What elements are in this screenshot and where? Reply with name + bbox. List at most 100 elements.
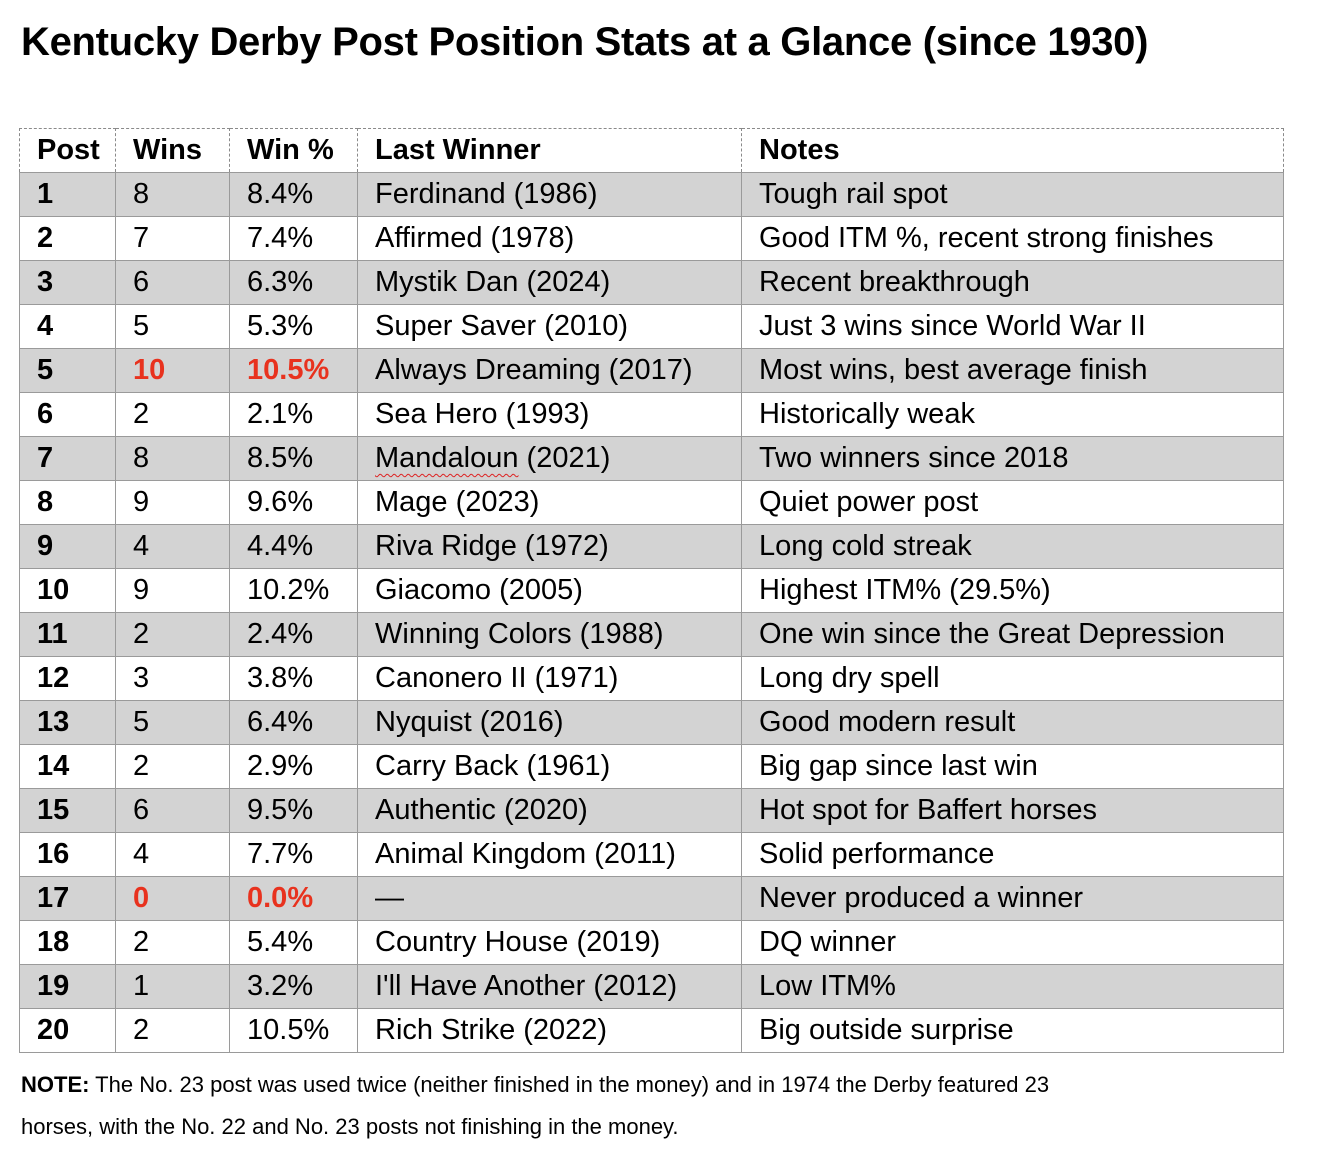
- cell-wins: 5: [115, 700, 230, 745]
- cell-last-winner: Carry Back (1961): [357, 744, 742, 789]
- table-row: 14 2 2.9% Carry Back (1961) Big gap sinc…: [19, 744, 1284, 789]
- table-row: 20 2 10.5% Rich Strike (2022) Big outsid…: [19, 1008, 1284, 1053]
- cell-win-pct: 6.4%: [229, 700, 358, 745]
- cell-post: 10: [19, 568, 116, 613]
- cell-notes: Good modern result: [741, 700, 1284, 745]
- cell-notes: Solid performance: [741, 832, 1284, 877]
- cell-last-winner: Nyquist (2016): [357, 700, 742, 745]
- cell-notes: Never produced a winner: [741, 876, 1284, 921]
- cell-last-winner: Affirmed (1978): [357, 216, 742, 261]
- cell-wins: 7: [115, 216, 230, 261]
- cell-wins: 8: [115, 436, 230, 481]
- cell-last-winner: Authentic (2020): [357, 788, 742, 833]
- header-last-winner: Last Winner: [357, 128, 742, 173]
- cell-win-pct: 3.8%: [229, 656, 358, 701]
- cell-post: 15: [19, 788, 116, 833]
- cell-notes: Recent breakthrough: [741, 260, 1284, 305]
- cell-wins: 1: [115, 964, 230, 1009]
- table-row: 7 8 8.5% Mandaloun (2021) Two winners si…: [19, 436, 1284, 481]
- table-row: 10 9 10.2% Giacomo (2005) Highest ITM% (…: [19, 568, 1284, 613]
- cell-notes: Big gap since last win: [741, 744, 1284, 789]
- cell-win-pct: 2.4%: [229, 612, 358, 657]
- table-row: 5 10 10.5% Always Dreaming (2017) Most w…: [19, 348, 1284, 393]
- cell-wins: 2: [115, 1008, 230, 1053]
- cell-post: 5: [19, 348, 116, 393]
- cell-notes: Low ITM%: [741, 964, 1284, 1009]
- table-row: 6 2 2.1% Sea Hero (1993) Historically we…: [19, 392, 1284, 437]
- cell-notes: Tough rail spot: [741, 172, 1284, 217]
- table-row: 15 6 9.5% Authentic (2020) Hot spot for …: [19, 788, 1284, 833]
- cell-wins: 5: [115, 304, 230, 349]
- cell-wins: 8: [115, 172, 230, 217]
- cell-post: 18: [19, 920, 116, 965]
- cell-post: 4: [19, 304, 116, 349]
- table-row: 2 7 7.4% Affirmed (1978) Good ITM %, rec…: [19, 216, 1284, 261]
- cell-wins: 6: [115, 788, 230, 833]
- cell-notes: Historically weak: [741, 392, 1284, 437]
- post-position-table: Post Wins Win % Last Winner Notes 1 8 8.…: [19, 128, 1284, 1053]
- cell-win-pct: 2.9%: [229, 744, 358, 789]
- cell-last-winner: Ferdinand (1986): [357, 172, 742, 217]
- cell-notes: Hot spot for Baffert horses: [741, 788, 1284, 833]
- cell-last-winner: Always Dreaming (2017): [357, 348, 742, 393]
- cell-post: 11: [19, 612, 116, 657]
- cell-notes: Big outside surprise: [741, 1008, 1284, 1053]
- cell-win-pct-highlight: 10.5%: [229, 348, 358, 393]
- cell-post: 16: [19, 832, 116, 877]
- cell-wins: 9: [115, 568, 230, 613]
- cell-win-pct: 2.1%: [229, 392, 358, 437]
- footnote-label: NOTE:: [21, 1072, 90, 1097]
- cell-last-winner: Rich Strike (2022): [357, 1008, 742, 1053]
- cell-wins-highlight: 10: [115, 348, 230, 393]
- cell-win-pct: 10.2%: [229, 568, 358, 613]
- cell-post: 6: [19, 392, 116, 437]
- cell-win-pct: 9.5%: [229, 788, 358, 833]
- cell-wins: 4: [115, 524, 230, 569]
- cell-post: 2: [19, 216, 116, 261]
- cell-notes: Long cold streak: [741, 524, 1284, 569]
- cell-wins: 3: [115, 656, 230, 701]
- table-header-row: Post Wins Win % Last Winner Notes: [19, 128, 1284, 173]
- cell-post: 8: [19, 480, 116, 525]
- cell-win-pct: 7.7%: [229, 832, 358, 877]
- cell-last-winner: Giacomo (2005): [357, 568, 742, 613]
- cell-post: 12: [19, 656, 116, 701]
- footnote: NOTE: The No. 23 post was used twice (ne…: [21, 1064, 1121, 1148]
- cell-notes: Most wins, best average finish: [741, 348, 1284, 393]
- cell-wins: 2: [115, 612, 230, 657]
- cell-notes: DQ winner: [741, 920, 1284, 965]
- table-row: 18 2 5.4% Country House (2019) DQ winner: [19, 920, 1284, 965]
- table-row: 17 0 0.0% — Never produced a winner: [19, 876, 1284, 921]
- cell-last-winner: Country House (2019): [357, 920, 742, 965]
- cell-last-winner: Animal Kingdom (2011): [357, 832, 742, 877]
- cell-last-winner: Sea Hero (1993): [357, 392, 742, 437]
- table-row: 13 5 6.4% Nyquist (2016) Good modern res…: [19, 700, 1284, 745]
- header-post: Post: [19, 128, 116, 173]
- cell-win-pct: 9.6%: [229, 480, 358, 525]
- header-wins: Wins: [115, 128, 230, 173]
- cell-win-pct: 8.4%: [229, 172, 358, 217]
- cell-win-pct: 3.2%: [229, 964, 358, 1009]
- table-row: 3 6 6.3% Mystik Dan (2024) Recent breakt…: [19, 260, 1284, 305]
- table-row: 19 1 3.2% I'll Have Another (2012) Low I…: [19, 964, 1284, 1009]
- cell-last-winner: Mandaloun (2021): [357, 436, 742, 481]
- cell-post: 3: [19, 260, 116, 305]
- table-row: 8 9 9.6% Mage (2023) Quiet power post: [19, 480, 1284, 525]
- cell-win-pct: 4.4%: [229, 524, 358, 569]
- cell-notes: Quiet power post: [741, 480, 1284, 525]
- cell-win-pct: 7.4%: [229, 216, 358, 261]
- cell-wins-highlight: 0: [115, 876, 230, 921]
- cell-win-pct: 8.5%: [229, 436, 358, 481]
- cell-win-pct: 10.5%: [229, 1008, 358, 1053]
- cell-wins: 4: [115, 832, 230, 877]
- cell-notes: Long dry spell: [741, 656, 1284, 701]
- spellcheck-flagged-word: Mandaloun: [375, 442, 519, 474]
- winner-year: (2021): [518, 442, 611, 474]
- header-notes: Notes: [741, 128, 1284, 173]
- cell-wins: 2: [115, 392, 230, 437]
- table-row: 16 4 7.7% Animal Kingdom (2011) Solid pe…: [19, 832, 1284, 877]
- cell-last-winner: Mage (2023): [357, 480, 742, 525]
- cell-wins: 2: [115, 920, 230, 965]
- table-row: 9 4 4.4% Riva Ridge (1972) Long cold str…: [19, 524, 1284, 569]
- cell-wins: 6: [115, 260, 230, 305]
